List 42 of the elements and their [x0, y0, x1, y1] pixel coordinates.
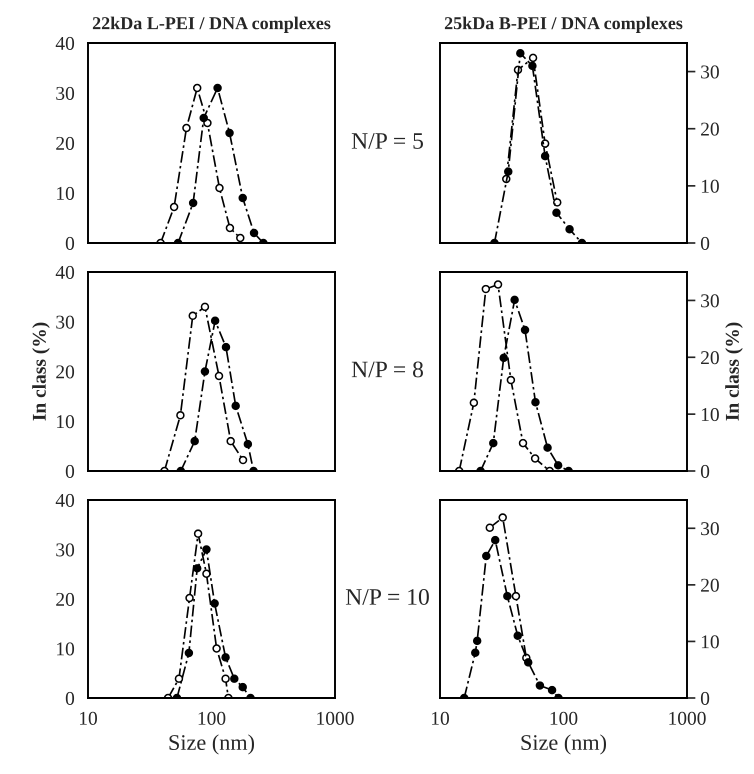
x-tick-label: 1000: [669, 712, 706, 725]
y-tick-label: 40: [56, 36, 74, 50]
y-axis-title: In class (%): [32, 322, 50, 421]
text: N/P = 8: [352, 361, 423, 378]
y-tick-label: 0: [66, 236, 74, 250]
y2-tick-label: 0: [700, 464, 710, 478]
x-tick-label: 100: [198, 712, 226, 725]
y-tick-label: 10: [57, 415, 74, 428]
y2-tick-label: 10: [702, 180, 719, 193]
x-tick-label: 10: [80, 712, 97, 725]
y2-tick-label: 20: [701, 351, 719, 364]
y-tick-label: 10: [57, 186, 74, 200]
x-tick-label: 10: [432, 712, 449, 725]
y2-tick-label: 0: [700, 236, 710, 250]
y2-tick-label: 10: [702, 635, 719, 648]
y2-tick-label: 30: [701, 522, 719, 536]
text: N/P = 10: [346, 588, 429, 605]
y-tick-label: 40: [56, 266, 74, 279]
x-axis-title: Size (nm): [169, 734, 254, 755]
x-tick-label: 100: [550, 712, 578, 725]
y-tick-label: 0: [66, 464, 74, 478]
y2-tick-label: 0: [700, 692, 710, 705]
y-tick-label: 10: [57, 642, 74, 656]
y2-tick-label: 30: [701, 65, 719, 79]
y2-tick-label: 20: [701, 578, 719, 592]
y-tick-label: 30: [56, 86, 74, 100]
y-tick-label: 30: [56, 316, 74, 329]
y-tick-label: 20: [56, 136, 74, 150]
y-tick-label: 20: [56, 592, 74, 606]
y2-tick-label: 30: [701, 294, 719, 308]
chart-title: 25kDa B-PEI / DNA complexes: [444, 16, 682, 33]
y2-tick-label: 20: [701, 122, 719, 136]
y2-tick-label: 10: [702, 408, 719, 422]
y2-axis-title: In class (%): [725, 322, 743, 421]
y-tick-label: 30: [56, 543, 74, 556]
y-tick-label: 0: [66, 692, 74, 705]
text: N/P = 5: [352, 133, 423, 149]
y-tick-label: 40: [56, 494, 74, 507]
y-tick-label: 20: [56, 365, 74, 378]
x-axis-title: Size (nm): [521, 734, 606, 755]
x-tick-label: 1000: [317, 712, 354, 725]
chart-title: 22kDa L-PEI / DNA complexes: [92, 16, 330, 33]
